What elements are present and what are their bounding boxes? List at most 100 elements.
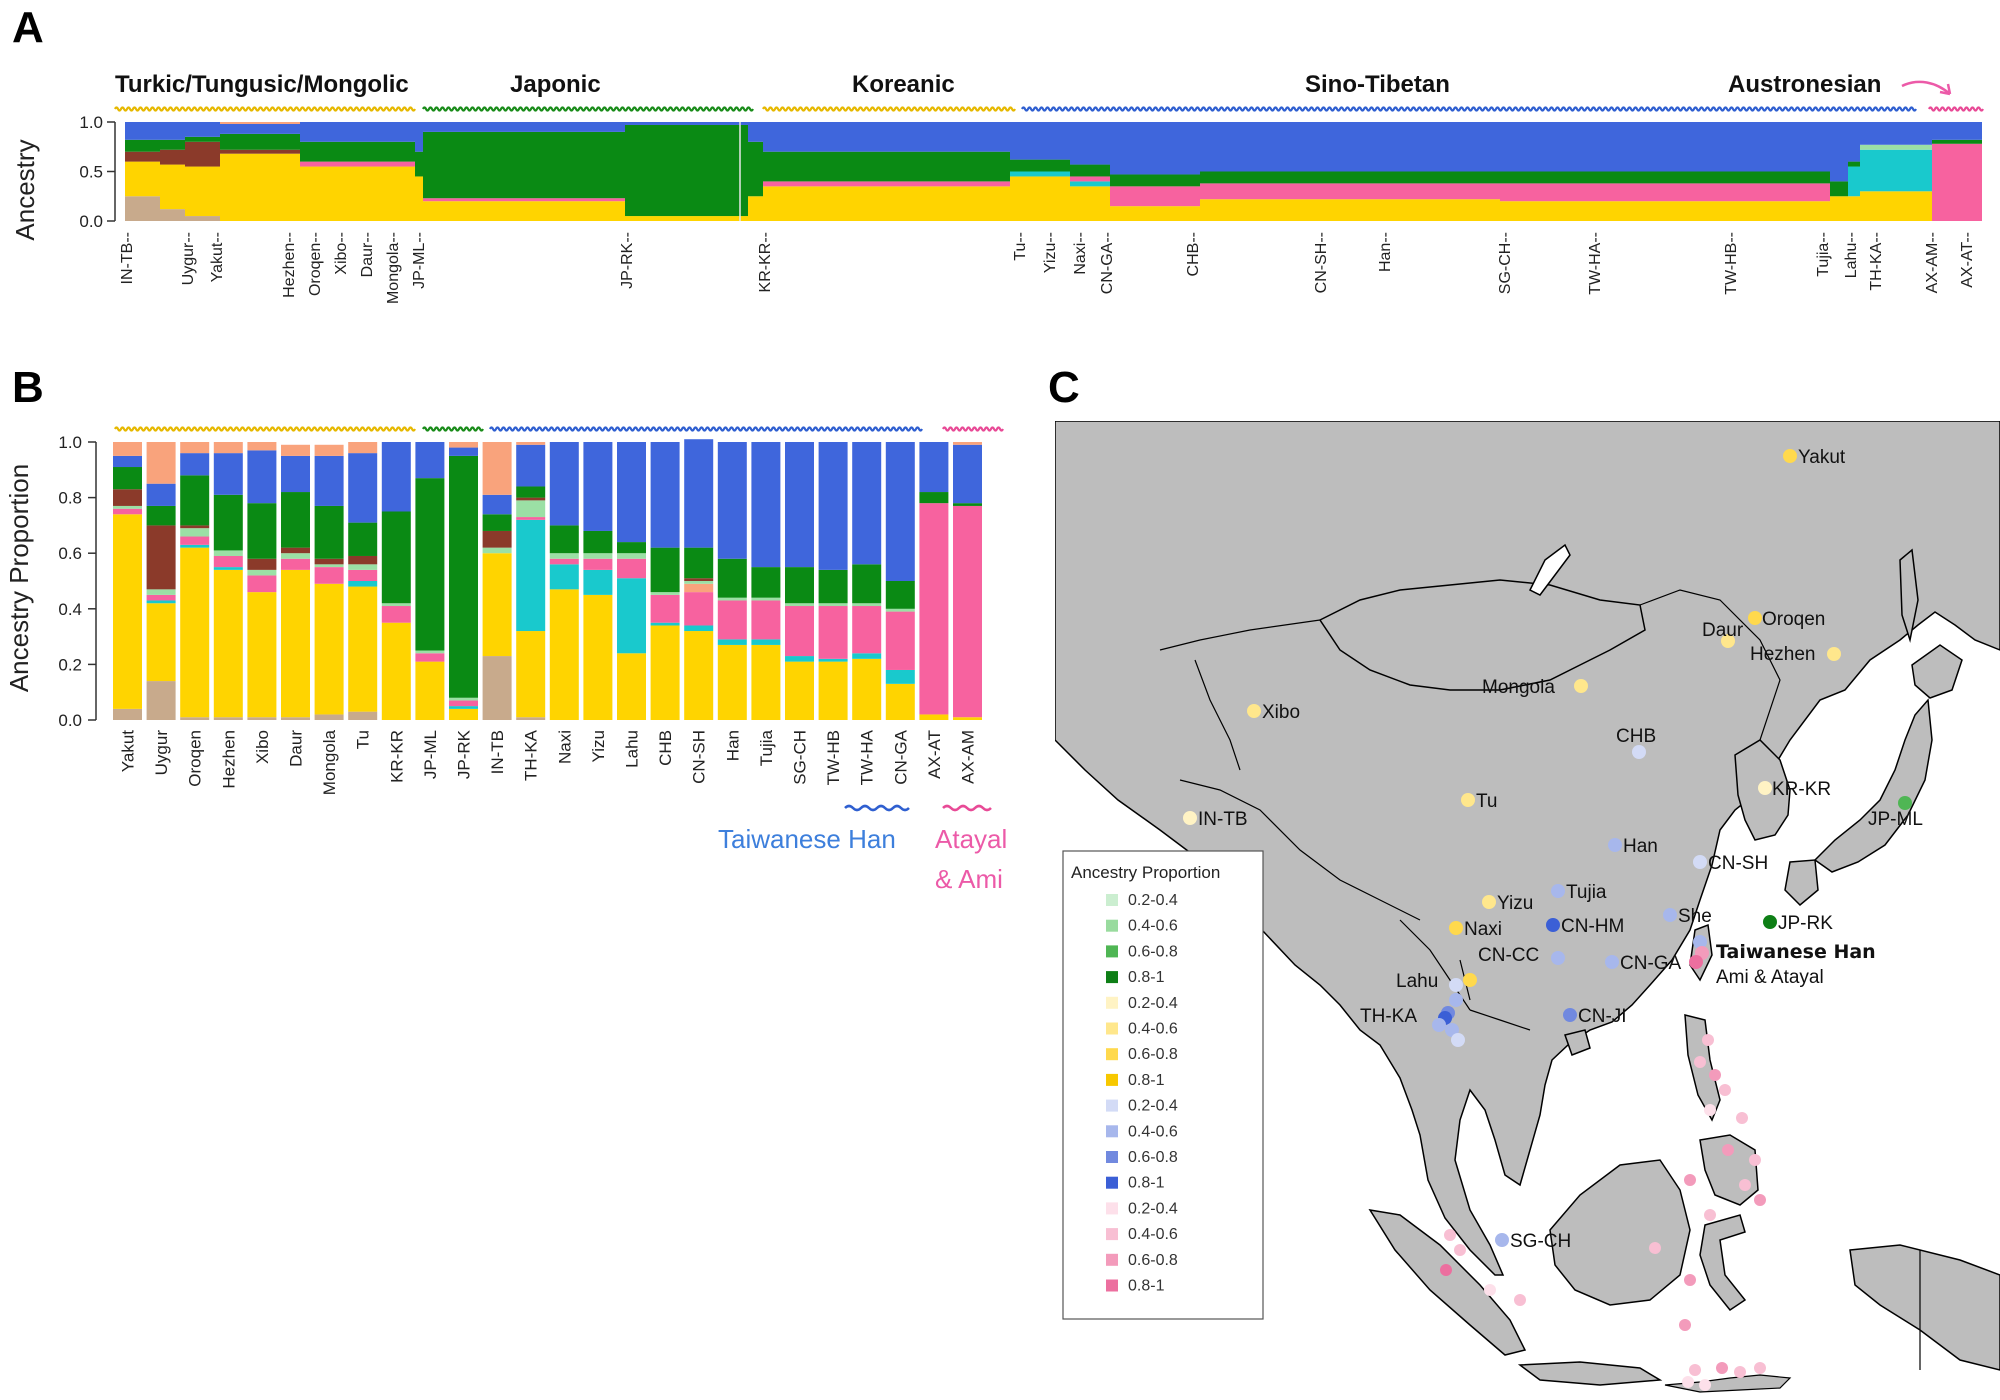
panel-b-bar-IN-TB-5 [482, 547, 512, 554]
map-label-tujia: Tujia [1566, 882, 1607, 903]
panel-b-bar-TW-HB-7 [818, 569, 848, 604]
map-label-jp-ml: JP-ML [1868, 809, 1923, 830]
panel-b-bar-Yizu-1 [583, 594, 613, 720]
panel-b-bar-Lahu-8 [617, 442, 646, 543]
panel-b-bar-CN-SH-6 [684, 578, 714, 581]
map-label-taiwanese-han: Taiwanese Han [1716, 941, 1876, 963]
panel-b-bar-Xibo-7 [247, 503, 277, 559]
map-dot-tu [1461, 793, 1475, 807]
panel-a-pop-label: Tu-- [1012, 232, 1029, 261]
panel-b-bar-SG-CH-7 [785, 567, 814, 604]
map-label-she: She [1678, 906, 1712, 927]
panel-b-bar-Han-8 [717, 442, 747, 559]
map-dots [1183, 449, 1912, 1391]
panel-b-bar-Yakut-3 [113, 508, 142, 515]
map-dot-ph-6 [1736, 1112, 1748, 1124]
panel-b-bar-AX-AM-9 [953, 442, 982, 445]
map-label-yizu: Yizu [1497, 893, 1533, 914]
panel-b-bar-Yakut-5 [113, 505, 142, 509]
panel-b-bar-JP-RK-5 [449, 697, 478, 701]
panel-a-segment-7-1 [625, 124, 748, 217]
panel-a-ylabel: Ancestry [10, 139, 40, 240]
japan-honshu [1813, 698, 1933, 873]
map-label-yakut: Yakut [1798, 447, 1846, 468]
panel-a-segment-18-1 [1932, 139, 1982, 144]
panel-b-ylabel: Ancestry Proportion [4, 464, 34, 692]
panel-a-pop-label: Hezhen-- [281, 232, 298, 298]
panel-b-bar-TW-HA-8 [852, 442, 882, 565]
map-dot-sum-2 [1454, 1244, 1466, 1256]
map-dot-sunda-5 [1734, 1366, 1746, 1378]
panel-b-bar-Daur-7 [281, 492, 310, 548]
map-dot-xibo [1247, 704, 1261, 718]
panel-b-bar-Mongola-1 [314, 583, 344, 715]
panel-b-bar-Uygur-1 [146, 603, 176, 682]
panel-b-bar-Lahu-2 [617, 578, 646, 654]
panel-b-bar-Naxi-5 [549, 553, 579, 559]
panel-b-x-tick-label: Mongola [320, 729, 339, 795]
panel-b-bar-Oroqen-0 [180, 717, 210, 720]
panel-a-segment-6-3 [423, 122, 625, 132]
panel-a-segment-9-2 [763, 151, 1010, 182]
panel-b-bar-JP-RK-1 [449, 708, 478, 720]
panel-b-bar-Yakut-1 [113, 514, 142, 709]
map-label-in-tb: IN-TB [1198, 809, 1248, 830]
legend-label: 0.6-0.8 [1128, 1149, 1178, 1166]
map-label-oroqen: Oroqen [1762, 609, 1825, 630]
legend-swatch [1106, 971, 1118, 984]
panel-b-bar-Yizu-7 [583, 530, 613, 554]
panel-b-bar-Naxi-2 [549, 564, 579, 590]
panel-b-x-tick-label: Oroqen [186, 730, 205, 787]
family-bar-4 [1928, 106, 1984, 112]
map-dot-she [1663, 908, 1677, 922]
atayal-ami-wave [942, 804, 992, 812]
panel-b-x-tick-label: Tujia [757, 729, 776, 766]
panel-a-segment-0-4 [125, 122, 160, 140]
legend-swatch [1106, 1202, 1118, 1215]
panel-b-bar-Xibo-3 [247, 575, 277, 593]
panel-b-x-tick-label: Hezhen [219, 730, 238, 789]
map-dot-jp-ml [1898, 796, 1912, 810]
panel-b-x-tick-label: Uygur [152, 730, 171, 776]
panel-a-segment-1-2 [160, 149, 185, 165]
panel-b-bar-Oroqen-3 [180, 536, 210, 545]
map-label-daur: Daur [1702, 620, 1744, 641]
panel-a: A Turkic/Tungusic/Mongolic Japonic Korea… [10, 3, 1984, 304]
panel-b-bar-CHB-8 [650, 442, 680, 548]
map-label-mongola: Mongola [1482, 677, 1555, 698]
legend-label: 0.8-1 [1128, 969, 1165, 986]
panel-b-bar-Naxi-1 [549, 589, 579, 720]
panel-a-segment-10-2 [1010, 159, 1070, 172]
panel-b-bar-TH-KA-9 [516, 442, 546, 445]
panel-b-y-tick-label: 0.8 [58, 489, 82, 508]
panel-b-y-tick-label: 0.0 [58, 711, 82, 730]
map-dot-yakut [1783, 449, 1797, 463]
panel-b-bar-CN-GA-5 [885, 608, 915, 612]
panel-a-segment-5-2 [415, 122, 423, 152]
map-dot-kr-kr [1758, 781, 1772, 795]
panel-a-pop-label: JP-RK-- [619, 232, 636, 289]
map-dot-ph-1 [1702, 1034, 1714, 1046]
panel-b-bar-SG-CH-5 [785, 603, 814, 607]
panel-b-bar-Mongola-9 [314, 444, 344, 456]
panel-b-family-bar-2 [489, 426, 923, 432]
panel-b-x-tick-label: JP-ML [421, 730, 440, 779]
panel-b-bar-TH-KA-1 [516, 631, 546, 718]
panel-a-pop-label: Xibo-- [333, 232, 350, 275]
panel-c-letter: C [1048, 363, 1080, 412]
legend-swatch [1106, 996, 1118, 1009]
map-label-jp-rk: JP-RK [1778, 913, 1833, 934]
map-dot-lahu-1 [1463, 973, 1477, 987]
map-dot-taiwan-atayal [1689, 955, 1703, 969]
panel-a-segment-17-2 [1860, 144, 1932, 150]
panel-a-y-axis: 0.0 0.5 1.0 [79, 113, 116, 231]
panel-b-x-tick-label: Xibo [253, 730, 272, 764]
panel-b-family-bar-3 [942, 426, 1004, 432]
panel-a-segment-2-3 [185, 136, 220, 142]
panel-a-segment-13-1 [1200, 183, 1500, 200]
panel-a-segment-4-2 [300, 141, 415, 162]
panel-a-segment-13-0 [1200, 199, 1500, 221]
panel-b-y-tick-label: 0.4 [58, 600, 82, 619]
panel-a-pop-label: TH-KA-- [1868, 232, 1885, 291]
panel-b-bar-JP-RK-7 [449, 455, 478, 698]
